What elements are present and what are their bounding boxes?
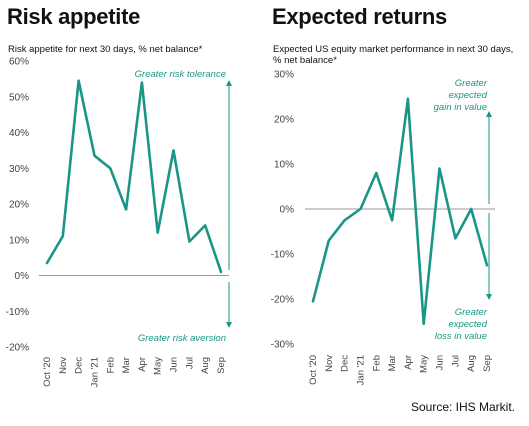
data-point [375,172,378,174]
upper-annotation: Greater risk tolerance [135,69,226,80]
expected-returns-chart: -30% -20% -10% 0% 10% 20% 30% Oct '20 Nov Dec Jan … [271,70,495,385]
risk-appetite-title: Risk appetite [7,4,141,29]
data-point [220,271,222,273]
lower-annotation: loss in value [435,331,487,342]
y-tick-label: -10% [271,250,294,261]
upper-arrow-head [486,111,492,117]
data-point [422,322,425,325]
series-line [311,97,489,326]
y-tick-label: -20% [6,343,29,354]
y-tick-label: 10% [9,235,29,246]
x-tick-label: Jun [435,355,446,370]
data-point [438,167,441,170]
x-tick-label: May [419,355,430,373]
data-point [204,224,206,227]
x-tick-label: Apr [137,357,148,372]
data-point [46,262,48,264]
x-tick-label: Jul [450,355,461,367]
y-tick-label: 20% [274,115,294,126]
upper-annotation: gain in value [434,102,487,113]
x-tick-label: Jan '21 [89,357,100,387]
expected-returns-subtitle: Expected US equity market performance in… [273,44,514,66]
x-tick-label: May [153,357,164,375]
expected-returns-panel: Expected returns Expected US equity mark… [265,0,529,400]
x-tick-label: Dec [74,357,85,374]
expected-returns-title: Expected returns [272,4,447,29]
data-point [109,167,112,170]
x-tick-label: Aug [200,357,211,374]
y-tick-label: -10% [6,307,29,318]
y-tick-label: 30% [274,70,294,81]
upper-arrow-head [226,80,232,86]
y-tick-label: 10% [274,160,294,171]
y-tick-label: 50% [9,92,29,103]
y-tick-label: 0% [280,205,295,216]
x-tick-label: Mar [121,357,132,373]
lower-annotation: expected [448,319,487,330]
x-tick-label: Jun [169,357,180,372]
data-point [188,240,191,243]
x-tick-label: Dec [340,355,351,372]
y-tick-label: -20% [271,295,294,306]
x-tick-label: Aug [466,355,477,372]
data-point [125,208,127,211]
x-tick-label: Jul [184,357,195,369]
data-point [391,219,393,222]
lower-arrow-head [486,294,492,300]
data-point [486,264,488,267]
x-tick-label: Apr [403,355,414,370]
y-tick-label: -30% [271,340,294,351]
data-point [93,154,96,157]
data-point [312,300,314,303]
source-note: Source: IHS Markit. [410,400,515,414]
x-tick-label: Sep [482,355,493,372]
data-point [77,79,80,82]
x-tick-label: Feb [371,355,382,371]
x-tick-label: Mar [387,355,398,371]
y-tick-label: 30% [9,164,29,175]
data-point [359,208,362,210]
upper-annotation: expected [448,90,487,101]
data-point [172,149,175,152]
risk-appetite-chart: -20% -10% 0% 10% 20% 30% 40% 50% 60% Oct '20 Nov De… [6,57,232,387]
y-tick-label: 40% [9,128,29,139]
data-point [407,97,409,100]
x-tick-label: Sep [216,357,227,374]
lower-annotation: Greater risk aversion [138,333,226,344]
data-point [328,239,330,242]
risk-appetite-subtitle: Risk appetite for next 30 days, % net ba… [8,44,203,55]
data-point [470,208,472,210]
data-point [454,237,457,240]
x-tick-label: Oct '20 [42,357,53,387]
y-tick-label: 60% [9,57,29,68]
x-tick-label: Nov [324,355,335,372]
x-tick-label: Oct '20 [308,355,319,385]
data-point [62,235,64,237]
data-point [343,219,346,222]
x-tick-label: Jan '21 [355,355,366,385]
upper-annotation: Greater [455,78,488,89]
data-point [156,231,159,234]
data-point [141,81,143,84]
risk-appetite-panel: Risk appetite Risk appetite for next 30 … [0,0,265,400]
series-line [45,79,223,274]
lower-annotation: Greater [455,307,488,318]
x-tick-label: Nov [58,357,69,374]
y-tick-label: 20% [9,200,29,211]
lower-arrow-head [226,322,232,328]
x-tick-label: Feb [105,357,116,373]
y-tick-label: 0% [15,271,30,282]
